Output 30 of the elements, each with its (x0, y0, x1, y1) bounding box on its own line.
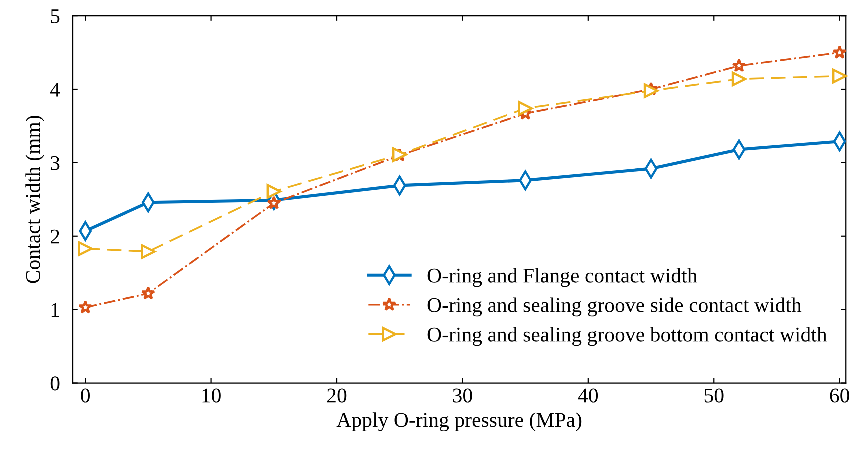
y-tick-label: 2 (51, 230, 60, 244)
legend-label: O-ring and sealing groove bottom contact width (428, 327, 828, 346)
y-axis-title: Contact width (mm) (26, 116, 45, 284)
point (78, 242, 93, 256)
y-tick-label: 4 (50, 83, 60, 97)
point (267, 196, 282, 210)
x-tick-label: 40 (578, 388, 598, 403)
x-tick-label: 10 (202, 388, 221, 403)
point (266, 184, 282, 199)
x-axis-title: Apply O-ring pressure (MPa) (336, 412, 582, 432)
y-tick-label: 3 (51, 156, 60, 170)
x-tick-label: 60 (830, 388, 850, 403)
legend-label: O-ring and Flange contact width (428, 268, 698, 288)
x-tick-label: 20 (328, 388, 347, 403)
y-tick-label: 5 (51, 10, 60, 24)
point (644, 84, 659, 98)
x-tick-label: 50 (704, 388, 724, 403)
point (832, 68, 848, 84)
point (141, 286, 156, 300)
point (732, 72, 747, 87)
point (141, 244, 156, 260)
legend-label: O-ring and sealing groove side contact width (428, 298, 802, 317)
point (78, 300, 93, 314)
y-tick-label: 1 (52, 303, 60, 318)
point (832, 45, 847, 59)
x-tick-label: 30 (453, 388, 472, 403)
point (732, 58, 746, 72)
x-tick-label: 0 (81, 388, 90, 403)
y-tick-label: 0 (50, 376, 60, 391)
point (518, 101, 533, 116)
